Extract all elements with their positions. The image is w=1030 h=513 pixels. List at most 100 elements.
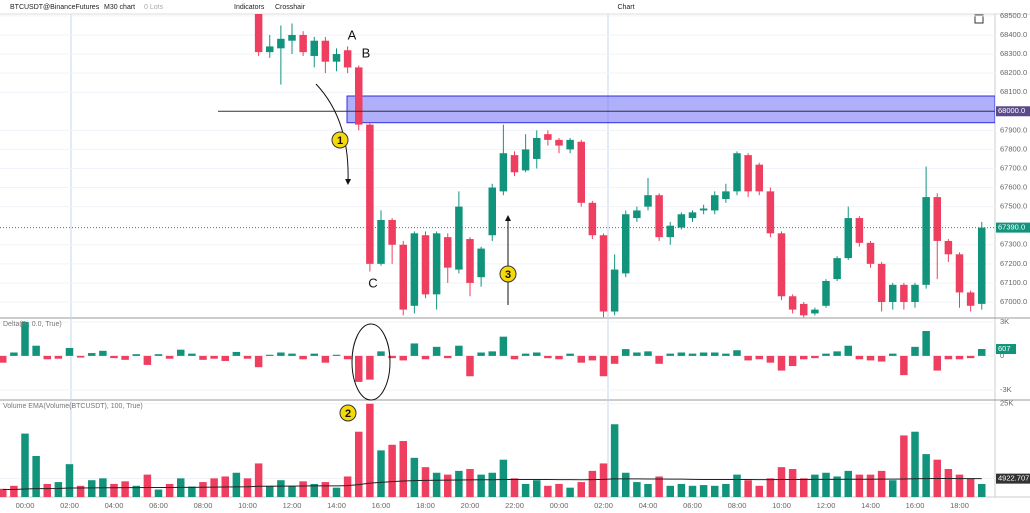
- bar: [889, 480, 897, 497]
- bar: [76, 485, 85, 497]
- x-tick-label: 08:00: [728, 501, 747, 510]
- bar: [722, 353, 730, 356]
- candle-body: [722, 191, 730, 199]
- bar: [777, 355, 786, 371]
- bar: [243, 355, 252, 359]
- candle-body: [844, 218, 852, 259]
- bar: [132, 485, 140, 497]
- delta-pane: [0, 321, 995, 391]
- bar: [822, 472, 830, 497]
- candle-body: [766, 191, 775, 234]
- bar: [343, 476, 352, 497]
- bar: [911, 346, 919, 356]
- scroll-button[interactable]: [974, 14, 984, 24]
- last-price-box: [996, 222, 1030, 233]
- x-tick-label: 16:00: [372, 501, 391, 510]
- bar: [288, 485, 296, 497]
- bar: [811, 355, 819, 359]
- candle-body: [343, 50, 352, 68]
- candle-body: [900, 284, 908, 302]
- bar: [711, 485, 719, 497]
- bar: [677, 483, 686, 497]
- bar: [911, 431, 919, 497]
- bar: [922, 331, 930, 356]
- bar: [399, 355, 407, 361]
- bar: [288, 353, 296, 356]
- bar: [132, 354, 140, 356]
- bar: [711, 352, 719, 356]
- x-tick-label: 04:00: [639, 501, 658, 510]
- bar: [277, 480, 285, 497]
- x-tick-label: 10:00: [238, 501, 257, 510]
- symbol[interactable]: BTCUSDT@BinanceFutures: [10, 4, 100, 11]
- candle-body: [266, 46, 274, 53]
- lots[interactable]: 0 Lots: [144, 4, 164, 11]
- y-tick-label: 68200.0: [1000, 68, 1027, 77]
- bar: [299, 481, 307, 497]
- level-label-box: [996, 106, 1030, 117]
- candle-body: [254, 14, 263, 53]
- bar: [366, 403, 374, 497]
- indicators-button[interactable]: Indicators: [234, 4, 265, 11]
- highlight-ellipse: [351, 323, 391, 401]
- bar: [855, 355, 864, 360]
- annotations: AB C 1 3 2: [331, 27, 517, 422]
- bar: [0, 488, 7, 497]
- bar: [666, 485, 674, 497]
- y-tick-label: 67700.0: [1000, 163, 1027, 172]
- candle-body: [655, 195, 663, 238]
- bar: [154, 489, 163, 497]
- bar: [210, 478, 218, 497]
- candle-body: [577, 141, 585, 203]
- candle-body: [933, 197, 941, 241]
- bar: [188, 353, 196, 356]
- x-tick-label: 14:00: [327, 501, 346, 510]
- bar: [644, 351, 652, 356]
- interval[interactable]: M30 chart: [104, 4, 135, 11]
- candle-body: [521, 149, 530, 171]
- candle-body: [955, 254, 964, 293]
- bar: [655, 355, 663, 364]
- bar: [254, 355, 263, 368]
- bar: [477, 352, 485, 356]
- bar: [933, 355, 941, 371]
- candle-body: [688, 212, 697, 219]
- bar: [499, 459, 508, 497]
- bar: [510, 355, 519, 360]
- bar: [833, 476, 841, 497]
- bar: [666, 353, 674, 356]
- bar: [299, 355, 307, 360]
- bar: [266, 354, 274, 356]
- bar: [110, 483, 118, 497]
- bar: [699, 485, 708, 497]
- candle-body: [866, 242, 875, 264]
- crosshair-button[interactable]: Crosshair: [275, 4, 306, 11]
- bar: [277, 352, 285, 356]
- bar: [922, 454, 930, 497]
- bar: [844, 470, 852, 497]
- bar: [677, 352, 686, 356]
- bar: [0, 355, 7, 363]
- bar: [610, 424, 619, 497]
- bar: [355, 355, 363, 382]
- bar: [377, 450, 385, 497]
- bar: [777, 467, 786, 497]
- bar: [533, 352, 541, 356]
- bar: [633, 352, 641, 356]
- bar: [688, 353, 697, 356]
- bar: [410, 457, 419, 497]
- x-tick-label: 14:00: [861, 501, 880, 510]
- bar: [477, 474, 485, 497]
- candle-body: [633, 210, 641, 219]
- bar: [21, 433, 29, 497]
- bar: [10, 485, 18, 497]
- bar: [966, 478, 975, 497]
- bar: [466, 355, 474, 377]
- candle-body: [755, 164, 763, 192]
- candle-body: [677, 214, 686, 228]
- candle-body: [744, 155, 752, 192]
- bar: [766, 478, 775, 497]
- candle-body: [488, 187, 496, 236]
- y-tick-label: 0: [1000, 351, 1004, 360]
- x-tick-label: 06:00: [149, 501, 168, 510]
